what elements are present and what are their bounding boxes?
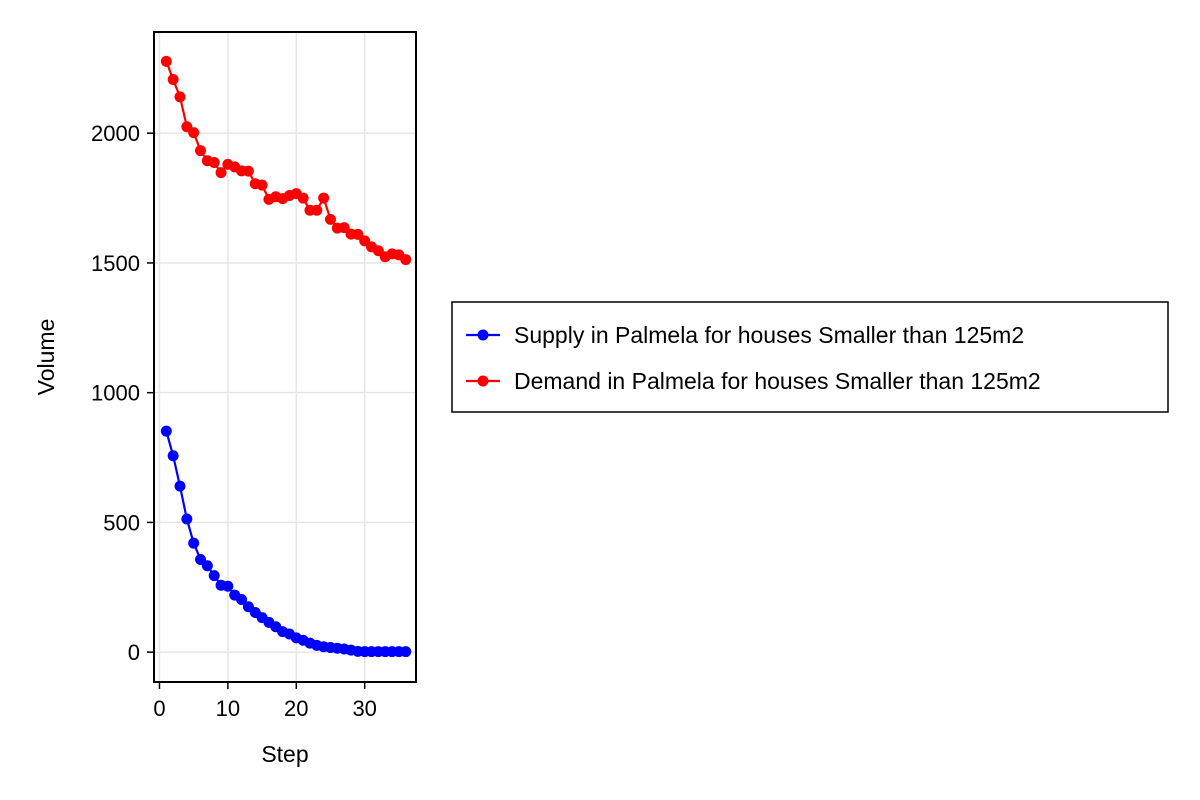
- x-tick-label: 30: [352, 696, 376, 721]
- x-tick-label: 10: [216, 696, 240, 721]
- grid-lines: [154, 32, 416, 682]
- legend-box: [451, 301, 1169, 413]
- legend-entry: Demand in Palmela for houses Smaller tha…: [466, 368, 1041, 394]
- data-point: [160, 55, 172, 67]
- data-point: [352, 228, 364, 240]
- series-layer: [160, 55, 412, 658]
- data-point: [324, 213, 336, 225]
- data-point: [318, 192, 330, 204]
- y-tick-label: 0: [128, 640, 140, 665]
- data-point: [222, 580, 234, 592]
- data-point: [188, 537, 200, 549]
- legend-label: Demand in Palmela for houses Smaller tha…: [514, 368, 1041, 394]
- data-point: [215, 167, 227, 179]
- legend-label: Supply in Palmela for houses Smaller tha…: [514, 322, 1024, 348]
- data-point: [160, 425, 172, 437]
- y-tick-label: 1500: [91, 251, 140, 276]
- data-point: [208, 157, 220, 169]
- data-point: [167, 73, 179, 85]
- y-tick-label: 500: [103, 510, 140, 535]
- plot-frame: [153, 31, 417, 683]
- legend-marker: [477, 329, 489, 341]
- legend-marker: [477, 375, 489, 387]
- legend-entry: Supply in Palmela for houses Smaller tha…: [466, 322, 1024, 348]
- legend: Supply in Palmela for houses Smaller tha…: [451, 301, 1169, 413]
- data-point: [297, 192, 309, 204]
- axes: 0 10 20 30 0 500 1000 1500 2000: [91, 121, 377, 721]
- data-point: [311, 204, 323, 216]
- data-point: [400, 646, 412, 658]
- series-1: [160, 425, 412, 658]
- data-point: [174, 91, 186, 103]
- data-point: [188, 127, 200, 139]
- y-axis-label: Volume: [33, 319, 59, 396]
- data-point: [195, 145, 207, 157]
- legend-items: Supply in Palmela for houses Smaller tha…: [466, 322, 1041, 394]
- series-line: [165, 430, 406, 653]
- data-point: [208, 570, 220, 582]
- x-tick-label: 20: [284, 696, 308, 721]
- x-axis-label: Step: [261, 741, 308, 767]
- x-tick-label: 0: [153, 696, 165, 721]
- y-tick-label: 1000: [91, 381, 140, 406]
- data-point: [174, 480, 186, 492]
- data-point: [167, 450, 179, 462]
- data-point: [181, 513, 193, 525]
- data-point: [236, 593, 248, 605]
- data-point: [256, 179, 268, 191]
- data-point: [201, 560, 213, 572]
- series-2: [160, 55, 412, 266]
- data-point: [338, 222, 350, 234]
- data-point: [400, 254, 412, 266]
- data-point: [242, 165, 254, 177]
- y-tick-label: 2000: [91, 121, 140, 146]
